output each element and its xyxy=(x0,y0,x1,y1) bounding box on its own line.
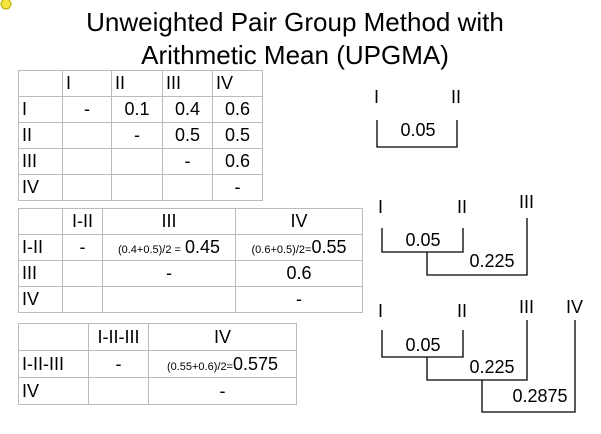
branch xyxy=(481,320,576,413)
table-cell: IV xyxy=(148,323,297,351)
table-row: III -0.6 xyxy=(18,148,263,175)
table-row: III -0.6 xyxy=(18,260,363,287)
leaf: I xyxy=(378,301,383,321)
table-cell xyxy=(162,174,213,201)
title: Arithmetic Mean (UPGMA) xyxy=(141,40,449,70)
leaf: III xyxy=(519,297,534,317)
table-row: I-II-III IV xyxy=(18,323,297,351)
table-cell: IV xyxy=(235,208,363,235)
leaf: I xyxy=(374,87,379,107)
table-cell xyxy=(62,260,103,287)
height: 0.05 xyxy=(405,335,440,355)
table-cell xyxy=(102,286,236,313)
table-cell: IV xyxy=(18,174,63,201)
table-cell: - xyxy=(102,260,236,287)
table-cell xyxy=(62,174,112,201)
table-cell: - xyxy=(235,286,363,313)
table-cell: I-II xyxy=(18,234,63,261)
table-cell: III xyxy=(18,148,63,175)
leaf: II xyxy=(451,87,461,107)
branch xyxy=(381,228,464,253)
table-cell: 0.5 xyxy=(212,122,263,149)
table-cell: 0.6 xyxy=(235,260,363,287)
distance-table: I II III IV I -0.1 0.4 0.6 II -0.5 0.5 III -0.6 IV - xyxy=(18,70,263,201)
table-cell: III xyxy=(18,260,63,287)
height: 0.225 xyxy=(469,251,514,271)
bulb-icon xyxy=(0,0,12,10)
leaf: I xyxy=(378,197,383,217)
table-cell: (0.4+0.5)/2 = 0.45 xyxy=(102,234,236,261)
table-row: I -0.1 0.4 0.6 xyxy=(18,96,263,123)
table-cell: - xyxy=(111,122,163,149)
table-cell xyxy=(18,70,63,97)
table-row: IV - xyxy=(18,286,363,313)
table-cell: IV xyxy=(18,377,89,405)
title: Unweighted Pair Group Method with xyxy=(86,7,504,37)
result: 0.45 xyxy=(184,237,221,257)
table-cell: 0.5 xyxy=(162,122,213,149)
table-cell: 0.6 xyxy=(212,148,263,175)
table-cell: - xyxy=(62,96,112,123)
table-row: IV - xyxy=(18,377,297,405)
formula: (0.6+0.5)/2= xyxy=(251,244,312,256)
table-cell: IV xyxy=(18,286,63,313)
table-cell: I-II-III xyxy=(18,350,89,378)
table-cell xyxy=(62,148,112,175)
leaf: III xyxy=(519,192,534,212)
branch xyxy=(426,320,528,381)
table-cell: (0.55+0.6)/2=0.575 xyxy=(148,350,297,378)
leaf: II xyxy=(457,301,467,321)
table-cell xyxy=(62,286,103,313)
height: 0.05 xyxy=(400,120,435,140)
table-cell: III xyxy=(162,70,213,97)
result: 0.575 xyxy=(233,353,279,374)
formula: (0.55+0.6)/2= xyxy=(166,360,233,373)
result: 0.55 xyxy=(311,237,347,257)
distance-table: I-II-III IV I-II-III - (0.55+0.6)/2=0.575 IV - xyxy=(18,323,297,405)
table-cell: 0.6 xyxy=(212,96,263,123)
leaf: II xyxy=(457,197,467,217)
table-cell xyxy=(111,174,163,201)
branch xyxy=(381,330,464,358)
branch xyxy=(376,120,458,148)
formula: (0.4+0.5)/2 = xyxy=(117,244,181,256)
table-cell: - xyxy=(62,234,103,261)
table-cell: - xyxy=(88,350,149,378)
distance-table: I-II III IV I-II - (0.4+0.5)/2 = 0.45 (0.6+0.5)… xyxy=(18,208,363,313)
height: 0.225 xyxy=(469,357,514,377)
table-cell: - xyxy=(212,174,263,201)
table-row: IV - xyxy=(18,174,263,201)
table-cell: - xyxy=(148,377,297,405)
branch xyxy=(426,218,528,276)
table-cell: IV xyxy=(212,70,263,97)
table-cell: 0.1 xyxy=(111,96,163,123)
table-row: II -0.5 0.5 xyxy=(18,122,263,149)
height: 0.05 xyxy=(405,230,440,250)
table-row: I-II III IV xyxy=(18,208,363,235)
height: 0.2875 xyxy=(512,386,567,406)
table-row: I-II - (0.4+0.5)/2 = 0.45 (0.6+0.5)/2=0.55 xyxy=(18,234,363,261)
table-cell: II xyxy=(111,70,163,97)
table-cell xyxy=(88,377,149,405)
table-row: I-II-III - (0.55+0.6)/2=0.575 xyxy=(18,350,297,378)
leaf: IV xyxy=(566,297,583,317)
